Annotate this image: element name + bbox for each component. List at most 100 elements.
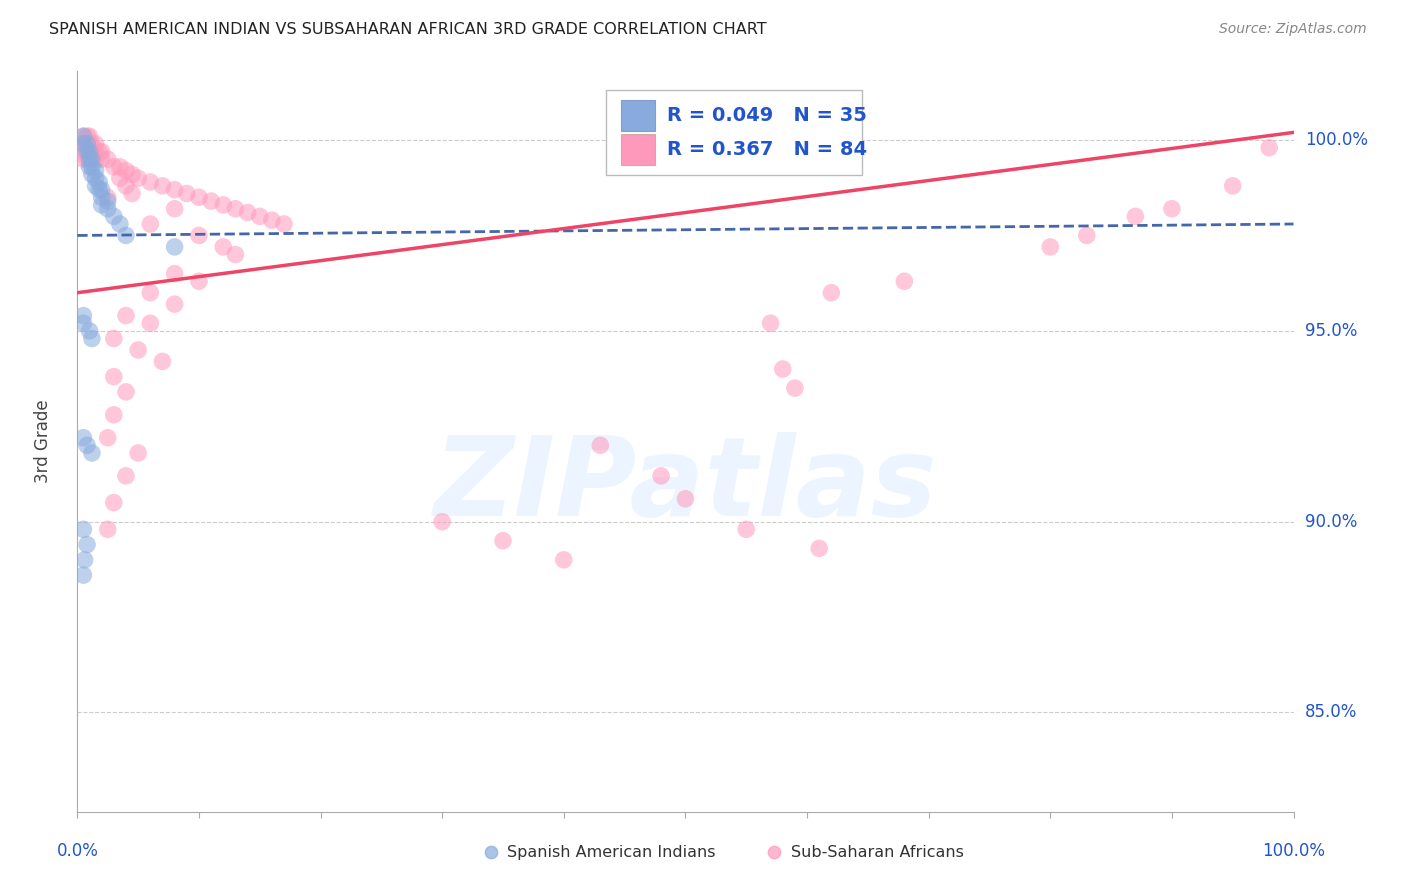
- Point: [212, 198, 235, 212]
- Point: [72, 152, 94, 166]
- Point: [79, 145, 101, 159]
- Point: [89, 183, 111, 197]
- Point: [108, 171, 131, 186]
- Point: [163, 202, 186, 216]
- Point: [103, 331, 125, 345]
- Point: [188, 274, 211, 288]
- Text: 95.0%: 95.0%: [1305, 322, 1357, 340]
- Point: [79, 145, 101, 159]
- Point: [84, 152, 107, 166]
- Text: Sub-Saharan Africans: Sub-Saharan Africans: [792, 845, 965, 860]
- Point: [188, 228, 211, 243]
- Point: [200, 194, 222, 208]
- Point: [121, 168, 143, 182]
- Point: [72, 309, 94, 323]
- Point: [97, 431, 120, 445]
- Point: [84, 163, 107, 178]
- Point: [152, 354, 174, 368]
- Point: [115, 178, 138, 193]
- Point: [163, 267, 186, 281]
- Point: [103, 369, 125, 384]
- Point: [212, 240, 235, 254]
- Point: [108, 160, 131, 174]
- Point: [76, 145, 98, 159]
- Point: [163, 297, 186, 311]
- Point: [97, 202, 120, 216]
- Point: [808, 541, 831, 556]
- Point: [108, 217, 131, 231]
- Point: [1258, 141, 1281, 155]
- Point: [115, 163, 138, 178]
- Point: [176, 186, 198, 201]
- Point: [79, 160, 101, 174]
- Point: [1076, 228, 1098, 243]
- Point: [127, 446, 149, 460]
- Point: [163, 183, 186, 197]
- Point: [127, 343, 149, 357]
- Point: [79, 129, 101, 144]
- Point: [236, 205, 259, 219]
- Point: [103, 408, 125, 422]
- Text: 90.0%: 90.0%: [1305, 513, 1357, 531]
- Point: [139, 175, 162, 189]
- Point: [115, 228, 138, 243]
- Point: [115, 469, 138, 483]
- Point: [115, 384, 138, 399]
- Point: [103, 495, 125, 509]
- Point: [80, 446, 103, 460]
- Point: [97, 152, 120, 166]
- Point: [72, 136, 94, 151]
- Point: [90, 152, 112, 166]
- Text: 85.0%: 85.0%: [1305, 704, 1357, 722]
- Point: [90, 198, 112, 212]
- Point: [249, 210, 271, 224]
- Bar: [621, 134, 655, 165]
- Text: 100.0%: 100.0%: [1263, 842, 1324, 860]
- Point: [72, 431, 94, 445]
- Point: [121, 186, 143, 201]
- Point: [97, 194, 120, 208]
- Point: [90, 145, 112, 159]
- Point: [115, 309, 138, 323]
- Point: [783, 381, 806, 395]
- Text: 0.0%: 0.0%: [56, 842, 98, 860]
- Point: [80, 168, 103, 182]
- Point: [163, 240, 186, 254]
- Point: [84, 136, 107, 151]
- Point: [76, 438, 98, 452]
- Point: [80, 331, 103, 345]
- Point: [1222, 178, 1244, 193]
- Point: [72, 136, 94, 151]
- Point: [650, 469, 672, 483]
- Point: [224, 247, 246, 261]
- Point: [735, 522, 758, 536]
- Point: [139, 316, 162, 330]
- Point: [76, 129, 98, 144]
- Point: [72, 522, 94, 536]
- Point: [430, 515, 453, 529]
- Point: [139, 285, 162, 300]
- Bar: [621, 100, 655, 131]
- Point: [76, 538, 98, 552]
- Point: [103, 160, 125, 174]
- Point: [80, 160, 103, 174]
- Point: [73, 553, 96, 567]
- Point: [97, 522, 120, 536]
- Point: [127, 171, 149, 186]
- Point: [675, 491, 697, 506]
- Point: [492, 533, 515, 548]
- Point: [759, 316, 782, 330]
- Text: R = 0.049   N = 35: R = 0.049 N = 35: [668, 106, 868, 125]
- Point: [152, 178, 174, 193]
- Text: SPANISH AMERICAN INDIAN VS SUBSAHARAN AFRICAN 3RD GRADE CORRELATION CHART: SPANISH AMERICAN INDIAN VS SUBSAHARAN AF…: [49, 22, 766, 37]
- Point: [79, 152, 101, 166]
- Point: [79, 136, 101, 151]
- Point: [72, 316, 94, 330]
- Point: [772, 362, 794, 376]
- Point: [72, 129, 94, 144]
- Point: [589, 438, 612, 452]
- Point: [84, 171, 107, 186]
- Point: [188, 190, 211, 204]
- Point: [84, 178, 107, 193]
- Point: [76, 145, 98, 159]
